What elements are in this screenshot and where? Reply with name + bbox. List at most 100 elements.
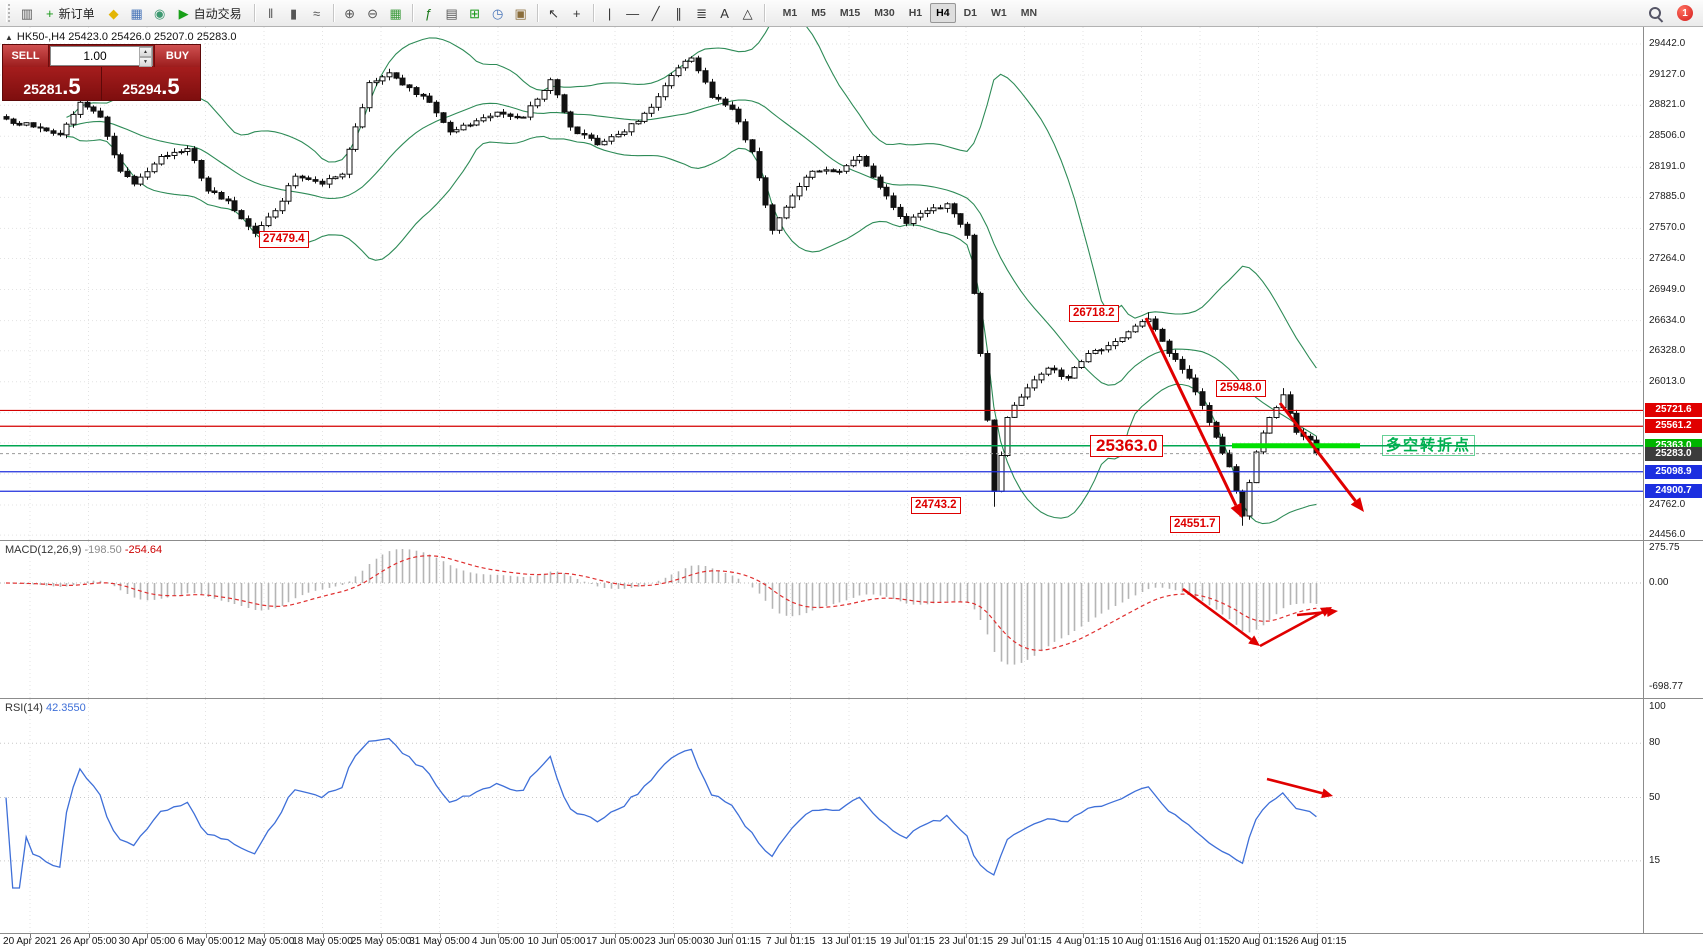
timeframe-button-m15[interactable]: M15 [839,7,861,19]
bar-chart-icon[interactable]: ‖ [260,2,282,24]
autotrading-button-label: 自动交易 [193,6,242,21]
new-order-glyph-icon: + [46,5,54,21]
timeframe-button-h4[interactable]: H4 [930,3,956,23]
volume-up-button[interactable]: ▲ [139,47,152,57]
text-tool-icon[interactable]: A [714,2,736,24]
text-tool-icon-glyph-icon: A [720,5,729,21]
buy-button[interactable]: BUY [154,45,200,67]
timeframe-button-mn[interactable]: MN [1020,7,1038,19]
rsi-label: RSI(14) 42.3550 [5,702,86,714]
price-annotation[interactable]: 26718.2 [1069,305,1119,322]
period-icon[interactable]: ◷ [487,2,509,24]
timeframe-button-w1[interactable]: W1 [991,7,1007,19]
price-tag: 24900.7 [1645,484,1702,499]
horizontal-line-tool-icon[interactable]: — [622,2,644,24]
trendline-tool-icon-glyph-icon: ╱ [651,5,660,21]
time-tick [1024,934,1026,938]
market-watch-icon-glyph-icon: ◆ [108,5,119,21]
line-chart-icon[interactable]: ≈ [306,2,328,24]
sell-price-pips: .5 [62,74,81,99]
trend-arrow[interactable] [1144,317,1238,507]
candlestick-chart-icon[interactable]: ▮ [283,2,305,24]
main-chart-panel[interactable]: ▲ HK50-,H4 25423.0 25426.0 25207.0 25283… [0,27,1643,540]
price-annotation[interactable]: 25948.0 [1216,380,1266,397]
time-tick [322,934,324,938]
toolbar-grip[interactable] [6,4,10,22]
indicators-icon[interactable]: ƒ [418,2,440,24]
trend-arrow-head [1248,635,1260,646]
time-axis-label: 25 May 05:00 [350,936,412,947]
channel-tool-icon[interactable]: ∥ [668,2,690,24]
time-axis-label: 30 Apr 05:00 [118,936,176,947]
trend-arrow[interactable] [1278,402,1357,502]
objects-list-icon-glyph-icon: ▤ [445,5,458,21]
timeframe-button-m1[interactable]: M1 [782,7,798,19]
time-axis-label: 26 Apr 05:00 [60,936,117,947]
price-tag: 25283.0 [1645,446,1702,461]
tile-windows-icon[interactable]: ▦ [385,2,407,24]
price-axis[interactable]: 29442.0 29127.0 28821.0 28506.0 28191.0 27885… [1643,27,1703,540]
price-annotation[interactable]: 25363.0 [1090,435,1164,457]
crosshair-icon[interactable]: + [566,2,588,24]
toolbar-right: 1 [1647,5,1697,21]
market-watch-icon[interactable]: ◆ [103,2,125,24]
search-icon[interactable] [1647,5,1663,21]
sell-price[interactable]: 25281.5 [3,67,101,100]
price-annotation[interactable]: 24551.7 [1170,516,1220,533]
sell-price-main: 25281 [23,81,63,97]
cursor-icon[interactable]: ↖ [543,2,565,24]
time-tick [381,934,382,938]
rsi-axis[interactable]: 100 80 50 15 [1643,698,1703,933]
macd-histogram [12,549,1318,665]
volume-value[interactable]: 1.00 [83,49,107,63]
template-icon[interactable]: ▣ [510,2,532,24]
time-tick [1317,934,1318,938]
notification-badge[interactable]: 1 [1677,5,1693,21]
chart-window-icon[interactable]: ▥ [16,2,38,24]
new-order-button[interactable]: + 新订单 [39,2,102,24]
trend-arrow-head [1321,788,1333,799]
data-window-icon[interactable]: ▦ [126,2,148,24]
symbol-ohlc-label: ▲ HK50-,H4 25423.0 25426.0 25207.0 25283… [5,31,237,43]
time-tick [30,934,31,938]
price-axis-label: 29127.0 [1649,69,1686,81]
macd-axis[interactable]: 275.75 0.00 -698.77 [1643,540,1703,698]
price-annotation[interactable]: 27479.4 [259,231,309,248]
fibonacci-tool-icon[interactable]: ≣ [691,2,713,24]
navigator-icon[interactable]: ◉ [149,2,171,24]
price-annotation[interactable]: 24743.2 [911,497,961,514]
add-chart-icon[interactable]: ⊞ [464,2,486,24]
turning-point-note[interactable]: 多空转折点 [1382,435,1476,456]
trend-arrow[interactable] [1296,610,1328,617]
timeframe-button-h1[interactable]: H1 [908,7,923,19]
shapes-tool-icon[interactable]: △ [737,2,759,24]
timeframe-button-d1[interactable]: D1 [963,7,977,19]
trend-arrow[interactable] [1259,611,1323,648]
trendline-tool-icon[interactable]: ╱ [645,2,667,24]
time-tick [615,934,616,938]
vertical-line-tool-icon[interactable]: | [599,2,621,24]
macd-panel[interactable]: MACD(12,26,9) -198.50 -254.64 [0,540,1643,698]
tile-windows-icon-glyph-icon: ▦ [389,5,402,21]
timeframe-button-m5[interactable]: M5 [811,7,826,19]
volume-down-button[interactable]: ▼ [139,57,152,67]
time-axis-label: 4 Jun 05:00 [471,936,525,947]
timeframe-button-m30[interactable]: M30 [874,7,895,19]
trend-arrow[interactable] [1182,587,1252,641]
time-tick [88,934,90,938]
time-axis-label: 4 Aug 01:15 [1056,936,1110,947]
sell-button[interactable]: SELL [3,45,49,67]
time-axis-label: 13 Jul 01:15 [821,936,877,947]
trend-arrow[interactable] [1266,777,1323,795]
time-tick [439,934,441,938]
buy-price[interactable]: 25294.5 [101,67,200,100]
autotrading-button[interactable]: ▶ 自动交易 [172,2,249,24]
price-tag: 25561.2 [1645,419,1702,434]
zoom-out-icon[interactable]: ⊖ [362,2,384,24]
rsi-panel[interactable]: RSI(14) 42.3550 [0,698,1643,933]
time-axis[interactable]: 20 Apr 2021 26 Apr 05:00 30 Apr 05:00 6 May… [0,933,1703,948]
volume-field[interactable]: 1.00 ▲ ▼ [50,46,153,67]
objects-list-icon[interactable]: ▤ [441,2,463,24]
zoom-in-icon[interactable]: ⊕ [339,2,361,24]
toolbar-separator [332,4,334,22]
